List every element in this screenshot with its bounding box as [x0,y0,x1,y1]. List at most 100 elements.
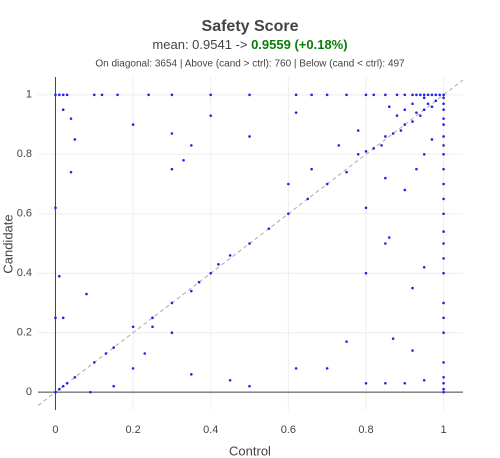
y-axis-label: Candidate [0,214,15,273]
point [442,316,445,320]
point [403,188,407,192]
point [415,93,418,97]
chart-title: Safety Score [202,18,299,35]
point [61,316,65,320]
point [325,93,329,97]
point [442,197,445,201]
point [399,129,403,132]
y-tick-label: 0.6 [17,208,32,220]
point [403,381,407,385]
x-tick-label: 0.2 [125,424,140,436]
point [228,378,232,382]
point [395,93,399,97]
point [442,93,445,97]
point [100,93,104,97]
point [197,280,201,284]
point [422,96,426,100]
point [364,206,368,210]
y-tick-label: 0.2 [17,327,32,339]
point [442,96,445,100]
point [217,263,220,266]
point [422,108,426,112]
point [387,236,391,239]
point [170,132,174,135]
point [58,274,61,278]
point [442,167,445,171]
point [442,375,445,379]
y-tick-label: 0 [26,386,32,398]
point [372,93,376,97]
x-tick-label: 0.8 [358,424,373,436]
point [419,114,422,117]
subtitle-prefix: mean: 0.9541 -> [152,37,251,52]
point [61,93,65,97]
point [61,384,65,388]
point [434,93,438,97]
point [69,170,73,174]
point [267,227,271,230]
point [387,105,391,109]
point [442,144,445,147]
point [391,132,395,135]
point [442,102,445,106]
point [337,144,341,147]
point [442,153,445,156]
point [182,158,185,162]
x-tick-label: 0.4 [203,424,218,436]
x-tick-label: 1 [441,424,447,436]
point [170,167,174,171]
point [325,367,329,370]
point [151,316,154,320]
point [151,325,154,329]
point [325,182,329,186]
point [73,375,77,379]
point [380,144,383,147]
point [411,286,414,290]
point [228,254,232,257]
point [248,135,251,138]
point [442,117,445,120]
point [395,114,399,117]
point [442,182,445,186]
point [415,111,418,114]
x-tick-label: 0.6 [281,424,296,436]
point [306,197,310,201]
point [422,265,426,269]
point [411,349,414,352]
point [65,381,69,385]
point [112,384,115,388]
point [403,123,407,126]
point [190,289,193,293]
point [384,93,387,97]
point [170,331,174,334]
point [364,271,368,275]
subtitle-highlight: 0.9559 (+0.18%) [251,37,347,52]
point [248,242,251,245]
point [422,93,426,97]
point [415,167,418,171]
point [209,93,213,97]
point [248,384,251,388]
point [430,105,434,109]
point [442,230,445,233]
point [294,111,298,114]
point [430,138,434,141]
y-tick-label: 0.8 [17,148,32,160]
point [442,242,445,245]
point [58,93,61,97]
point [310,167,313,171]
point [384,135,387,138]
point [54,316,57,320]
point [104,352,108,355]
point [356,153,360,156]
point [430,93,434,97]
point [442,390,445,394]
point [442,271,445,275]
point [442,108,445,112]
point [411,102,414,106]
point [403,108,407,112]
point [92,361,96,364]
point [170,301,174,305]
point [419,93,422,97]
